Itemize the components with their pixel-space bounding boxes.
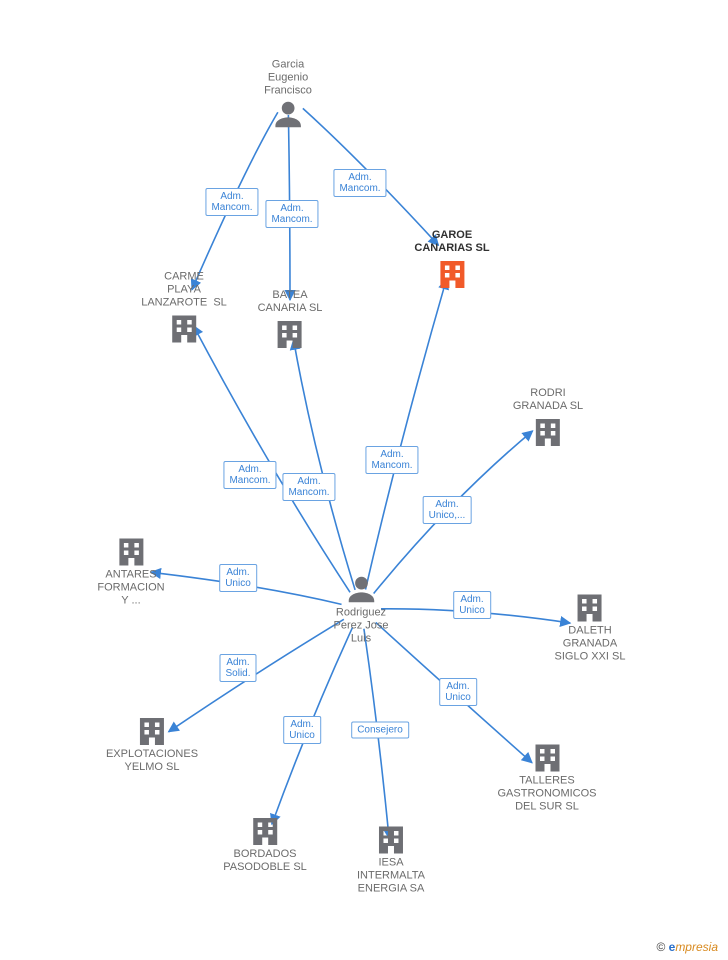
- company-node[interactable]: BATEA CANARIA SL: [258, 289, 323, 351]
- diagram-canvas: Garcia Eugenio Francisco Rodriguez Perez …: [0, 0, 728, 960]
- edge-label: Adm. Solid.: [219, 654, 256, 682]
- node-label: BATEA CANARIA SL: [258, 289, 323, 315]
- node-label: CARME PLAYA LANZAROTE SL: [141, 271, 227, 310]
- edge-label: Adm. Mancom.: [223, 461, 276, 489]
- node-label: BORDADOS PASODOBLE SL: [223, 848, 307, 874]
- company-node[interactable]: BORDADOS PASODOBLE SL: [223, 812, 307, 874]
- building-icon: [555, 589, 626, 625]
- node-label: IESA INTERMALTA ENERGIA SA: [357, 857, 425, 896]
- edge-label: Adm. Mancom.: [205, 188, 258, 216]
- node-label: Garcia Eugenio Francisco: [264, 59, 312, 98]
- building-icon: [513, 413, 583, 449]
- node-label: ANTARES FORMACION Y ...: [97, 569, 164, 608]
- edge-label: Adm. Unico: [283, 716, 321, 744]
- edge: [365, 279, 446, 589]
- person-node[interactable]: Rodriguez Perez Jose Luis: [333, 573, 388, 646]
- edge-label: Adm. Unico: [219, 564, 257, 592]
- building-icon: [497, 739, 596, 775]
- watermark: © empresia: [656, 940, 718, 954]
- company-node[interactable]: DALETH GRANADA SIGLO XXI SL: [555, 589, 626, 664]
- edge-label: Adm. Unico: [453, 591, 491, 619]
- edge-label: Adm. Unico,...: [423, 496, 472, 524]
- building-icon: [258, 315, 323, 351]
- edge-label: Consejero: [351, 722, 409, 739]
- company-node[interactable]: RODRI GRANADA SL: [513, 387, 583, 449]
- edge-label: Adm. Mancom.: [333, 169, 386, 197]
- person-icon: [264, 98, 312, 132]
- copyright-symbol: ©: [656, 940, 665, 954]
- company-node[interactable]: IESA INTERMALTA ENERGIA SA: [357, 821, 425, 896]
- building-icon: [414, 255, 489, 291]
- company-node[interactable]: TALLERES GASTRONOMICOS DEL SUR SL: [497, 739, 596, 814]
- edge-label: Adm. Mancom.: [265, 200, 318, 228]
- node-label: DALETH GRANADA SIGLO XXI SL: [555, 625, 626, 664]
- brand-rest: mpresia: [675, 940, 718, 954]
- building-icon: [357, 821, 425, 857]
- edge: [193, 326, 350, 593]
- edges-layer: [0, 0, 728, 960]
- company-node[interactable]: ANTARES FORMACION Y ...: [97, 533, 164, 608]
- edge: [294, 340, 356, 590]
- edge-label: Adm. Mancom.: [365, 446, 418, 474]
- person-node[interactable]: Garcia Eugenio Francisco: [264, 59, 312, 132]
- node-label: GAROE CANARIAS SL: [414, 229, 489, 255]
- person-icon: [333, 573, 388, 607]
- node-label: EXPLOTACIONES YELMO SL: [106, 748, 198, 774]
- building-icon: [97, 533, 164, 569]
- edge-label: Adm. Unico: [439, 678, 477, 706]
- node-label: RODRI GRANADA SL: [513, 387, 583, 413]
- node-label: TALLERES GASTRONOMICOS DEL SUR SL: [497, 775, 596, 814]
- company-node[interactable]: CARME PLAYA LANZAROTE SL: [141, 271, 227, 346]
- company-node[interactable]: GAROE CANARIAS SL: [414, 229, 489, 291]
- node-label: Rodriguez Perez Jose Luis: [333, 607, 388, 646]
- building-icon: [223, 812, 307, 848]
- edge-label: Adm. Mancom.: [282, 473, 335, 501]
- building-icon: [106, 712, 198, 748]
- building-icon: [141, 310, 227, 346]
- company-node[interactable]: EXPLOTACIONES YELMO SL: [106, 712, 198, 774]
